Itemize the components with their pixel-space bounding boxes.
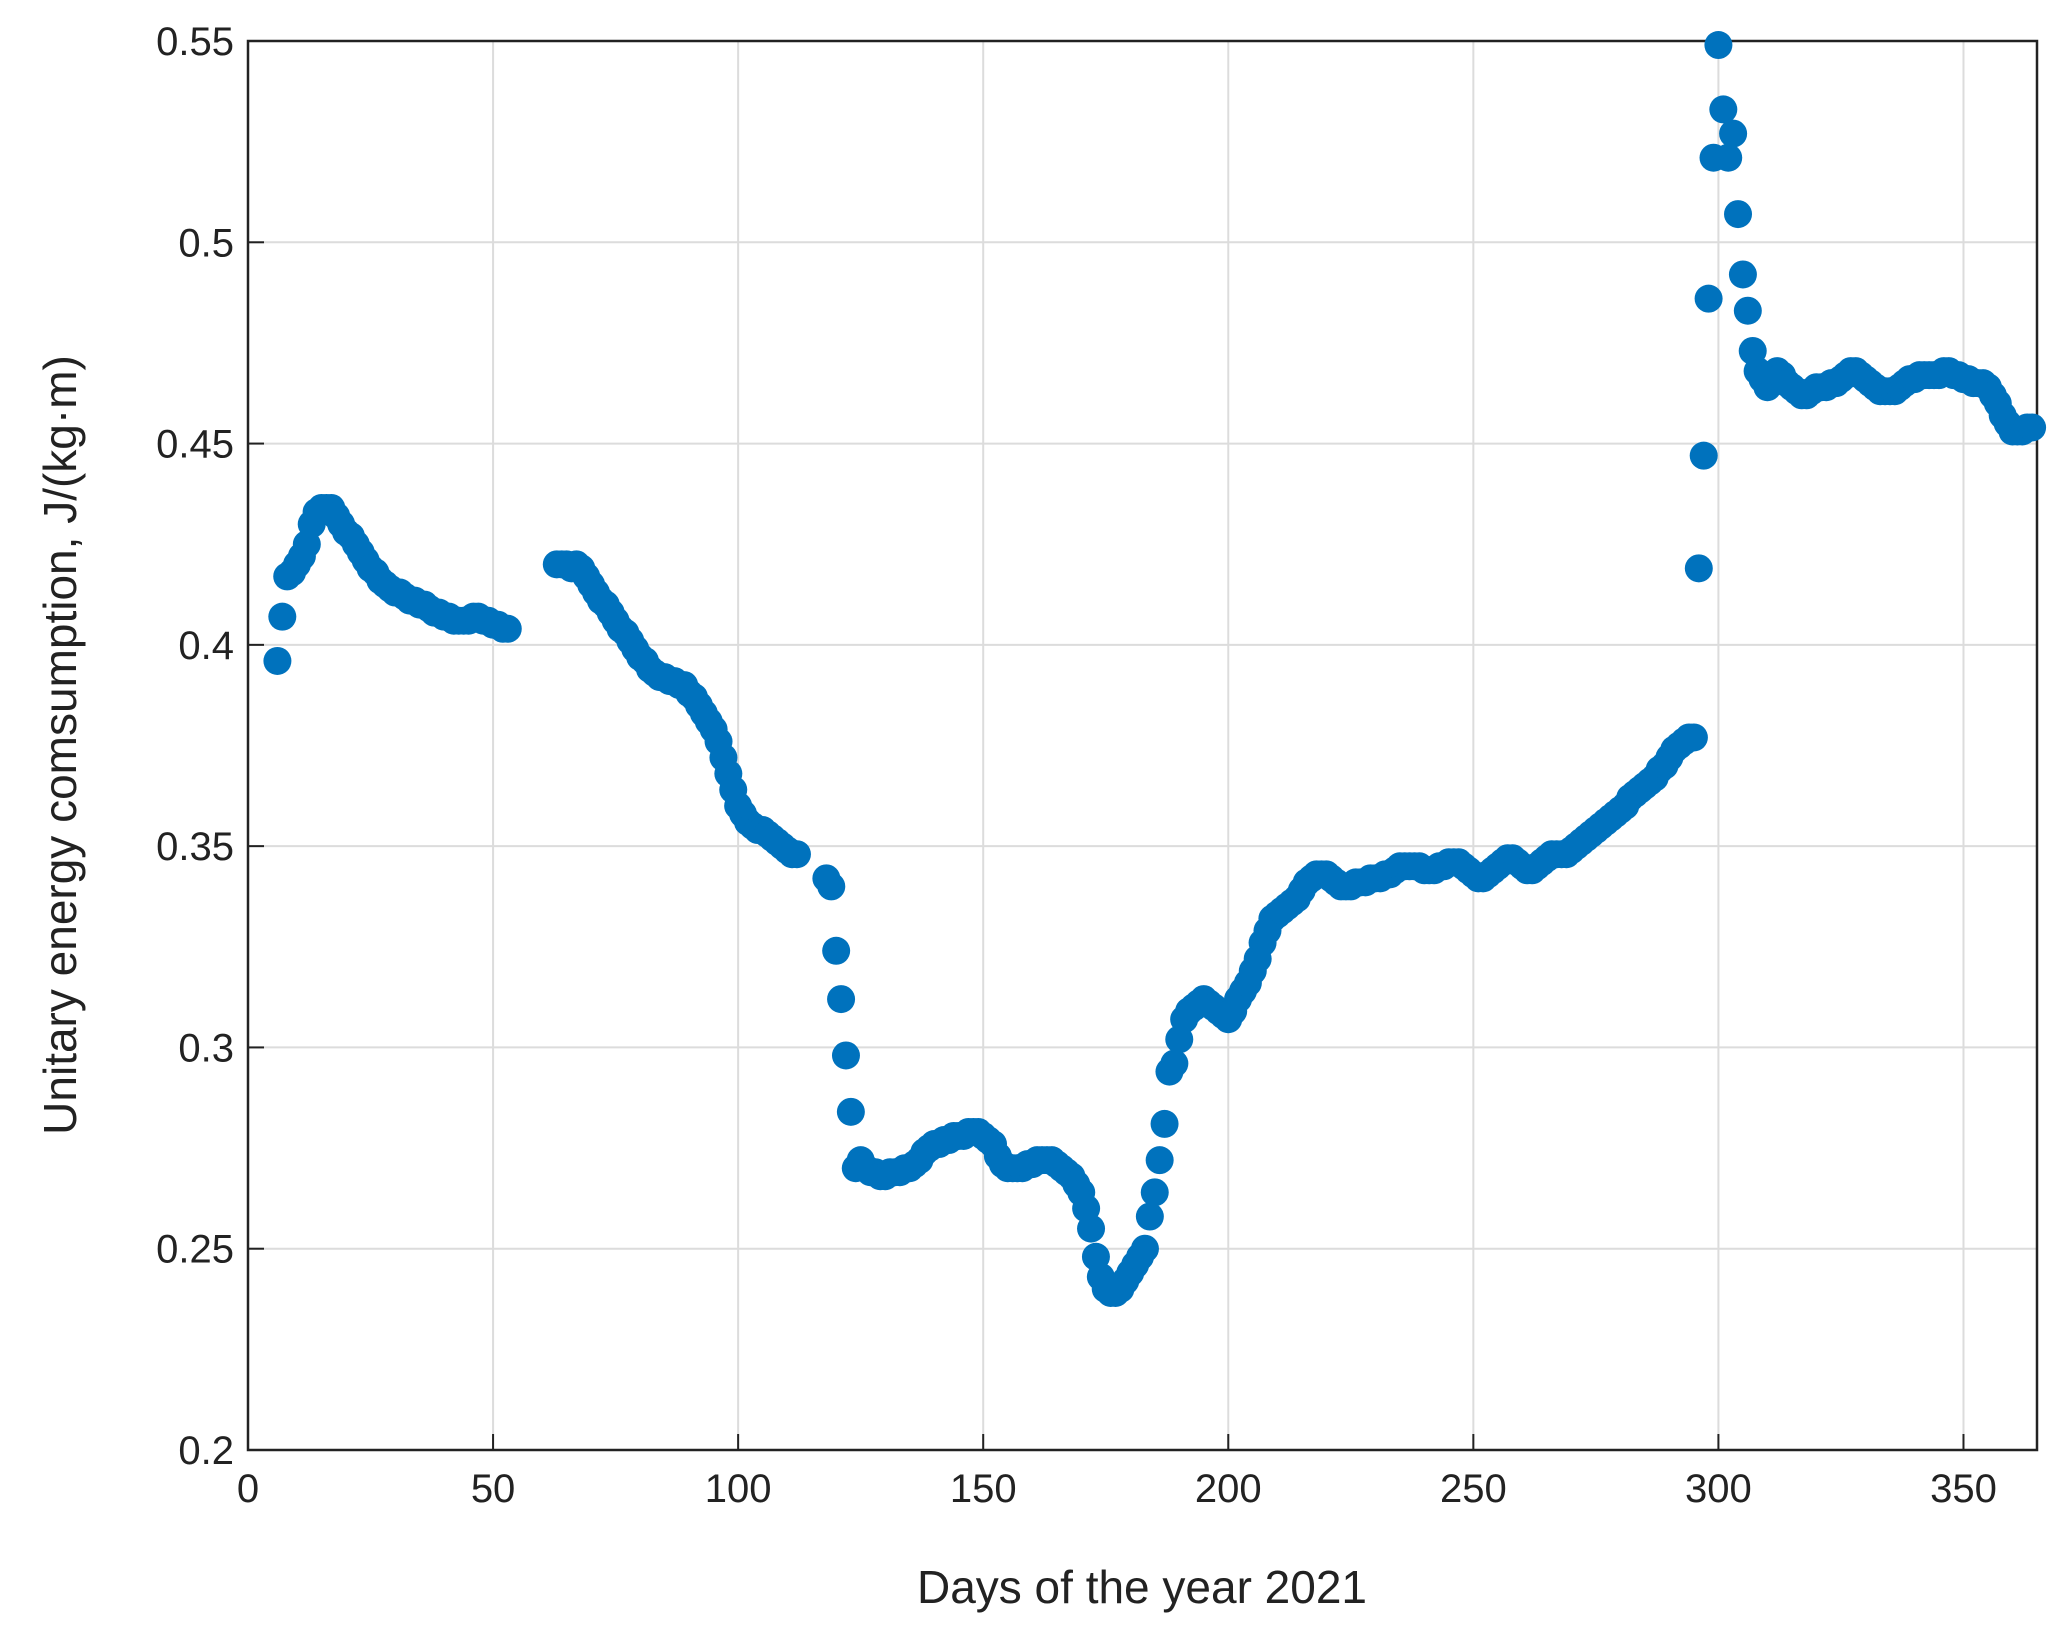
point bbox=[1733, 296, 1762, 325]
x-tick-label: 300 bbox=[1685, 1467, 1752, 1511]
point bbox=[1724, 200, 1753, 229]
point bbox=[1145, 1146, 1174, 1175]
x-tick-label: 250 bbox=[1440, 1467, 1507, 1511]
point bbox=[782, 840, 811, 869]
y-tick-label: 0.55 bbox=[156, 20, 234, 64]
point bbox=[1150, 1109, 1179, 1138]
point bbox=[2018, 413, 2047, 442]
point bbox=[1140, 1178, 1169, 1207]
x-tick-label: 0 bbox=[237, 1467, 259, 1511]
point bbox=[268, 602, 297, 631]
point bbox=[817, 872, 846, 901]
point bbox=[1704, 31, 1733, 60]
point bbox=[1130, 1234, 1159, 1263]
point bbox=[831, 1041, 860, 1070]
point bbox=[1684, 554, 1713, 583]
y-tick-label: 0.2 bbox=[178, 1429, 234, 1473]
x-tick-label: 150 bbox=[950, 1467, 1017, 1511]
y-axis-label: Unitary energy comsumption, J/(kg·m) bbox=[34, 355, 86, 1135]
y-tick-label: 0.4 bbox=[178, 624, 234, 668]
point bbox=[822, 936, 851, 965]
point bbox=[493, 614, 522, 643]
point bbox=[1719, 119, 1748, 148]
point bbox=[1714, 143, 1743, 172]
point bbox=[1077, 1214, 1106, 1243]
point bbox=[1694, 284, 1723, 313]
y-tick-label: 0.35 bbox=[156, 825, 234, 869]
x-tick-label: 100 bbox=[705, 1467, 772, 1511]
plot-frame bbox=[246, 39, 2039, 1452]
point bbox=[1679, 723, 1708, 752]
x-axis-label: Days of the year 2021 bbox=[917, 1561, 1367, 1613]
x-tick-label: 50 bbox=[471, 1467, 516, 1511]
point bbox=[1728, 260, 1757, 289]
point bbox=[1689, 441, 1718, 470]
y-tick-label: 0.25 bbox=[156, 1228, 234, 1272]
x-tick-label: 350 bbox=[1930, 1467, 1997, 1511]
point bbox=[827, 985, 856, 1014]
point bbox=[1160, 1049, 1189, 1078]
x-tick-label: 200 bbox=[1195, 1467, 1262, 1511]
point bbox=[263, 646, 292, 675]
point bbox=[1135, 1202, 1164, 1231]
y-tick-label: 0.5 bbox=[178, 221, 234, 265]
y-tick-label: 0.45 bbox=[156, 423, 234, 467]
point bbox=[1709, 95, 1738, 124]
y-tick-label: 0.3 bbox=[178, 1026, 234, 1070]
point bbox=[836, 1097, 865, 1126]
